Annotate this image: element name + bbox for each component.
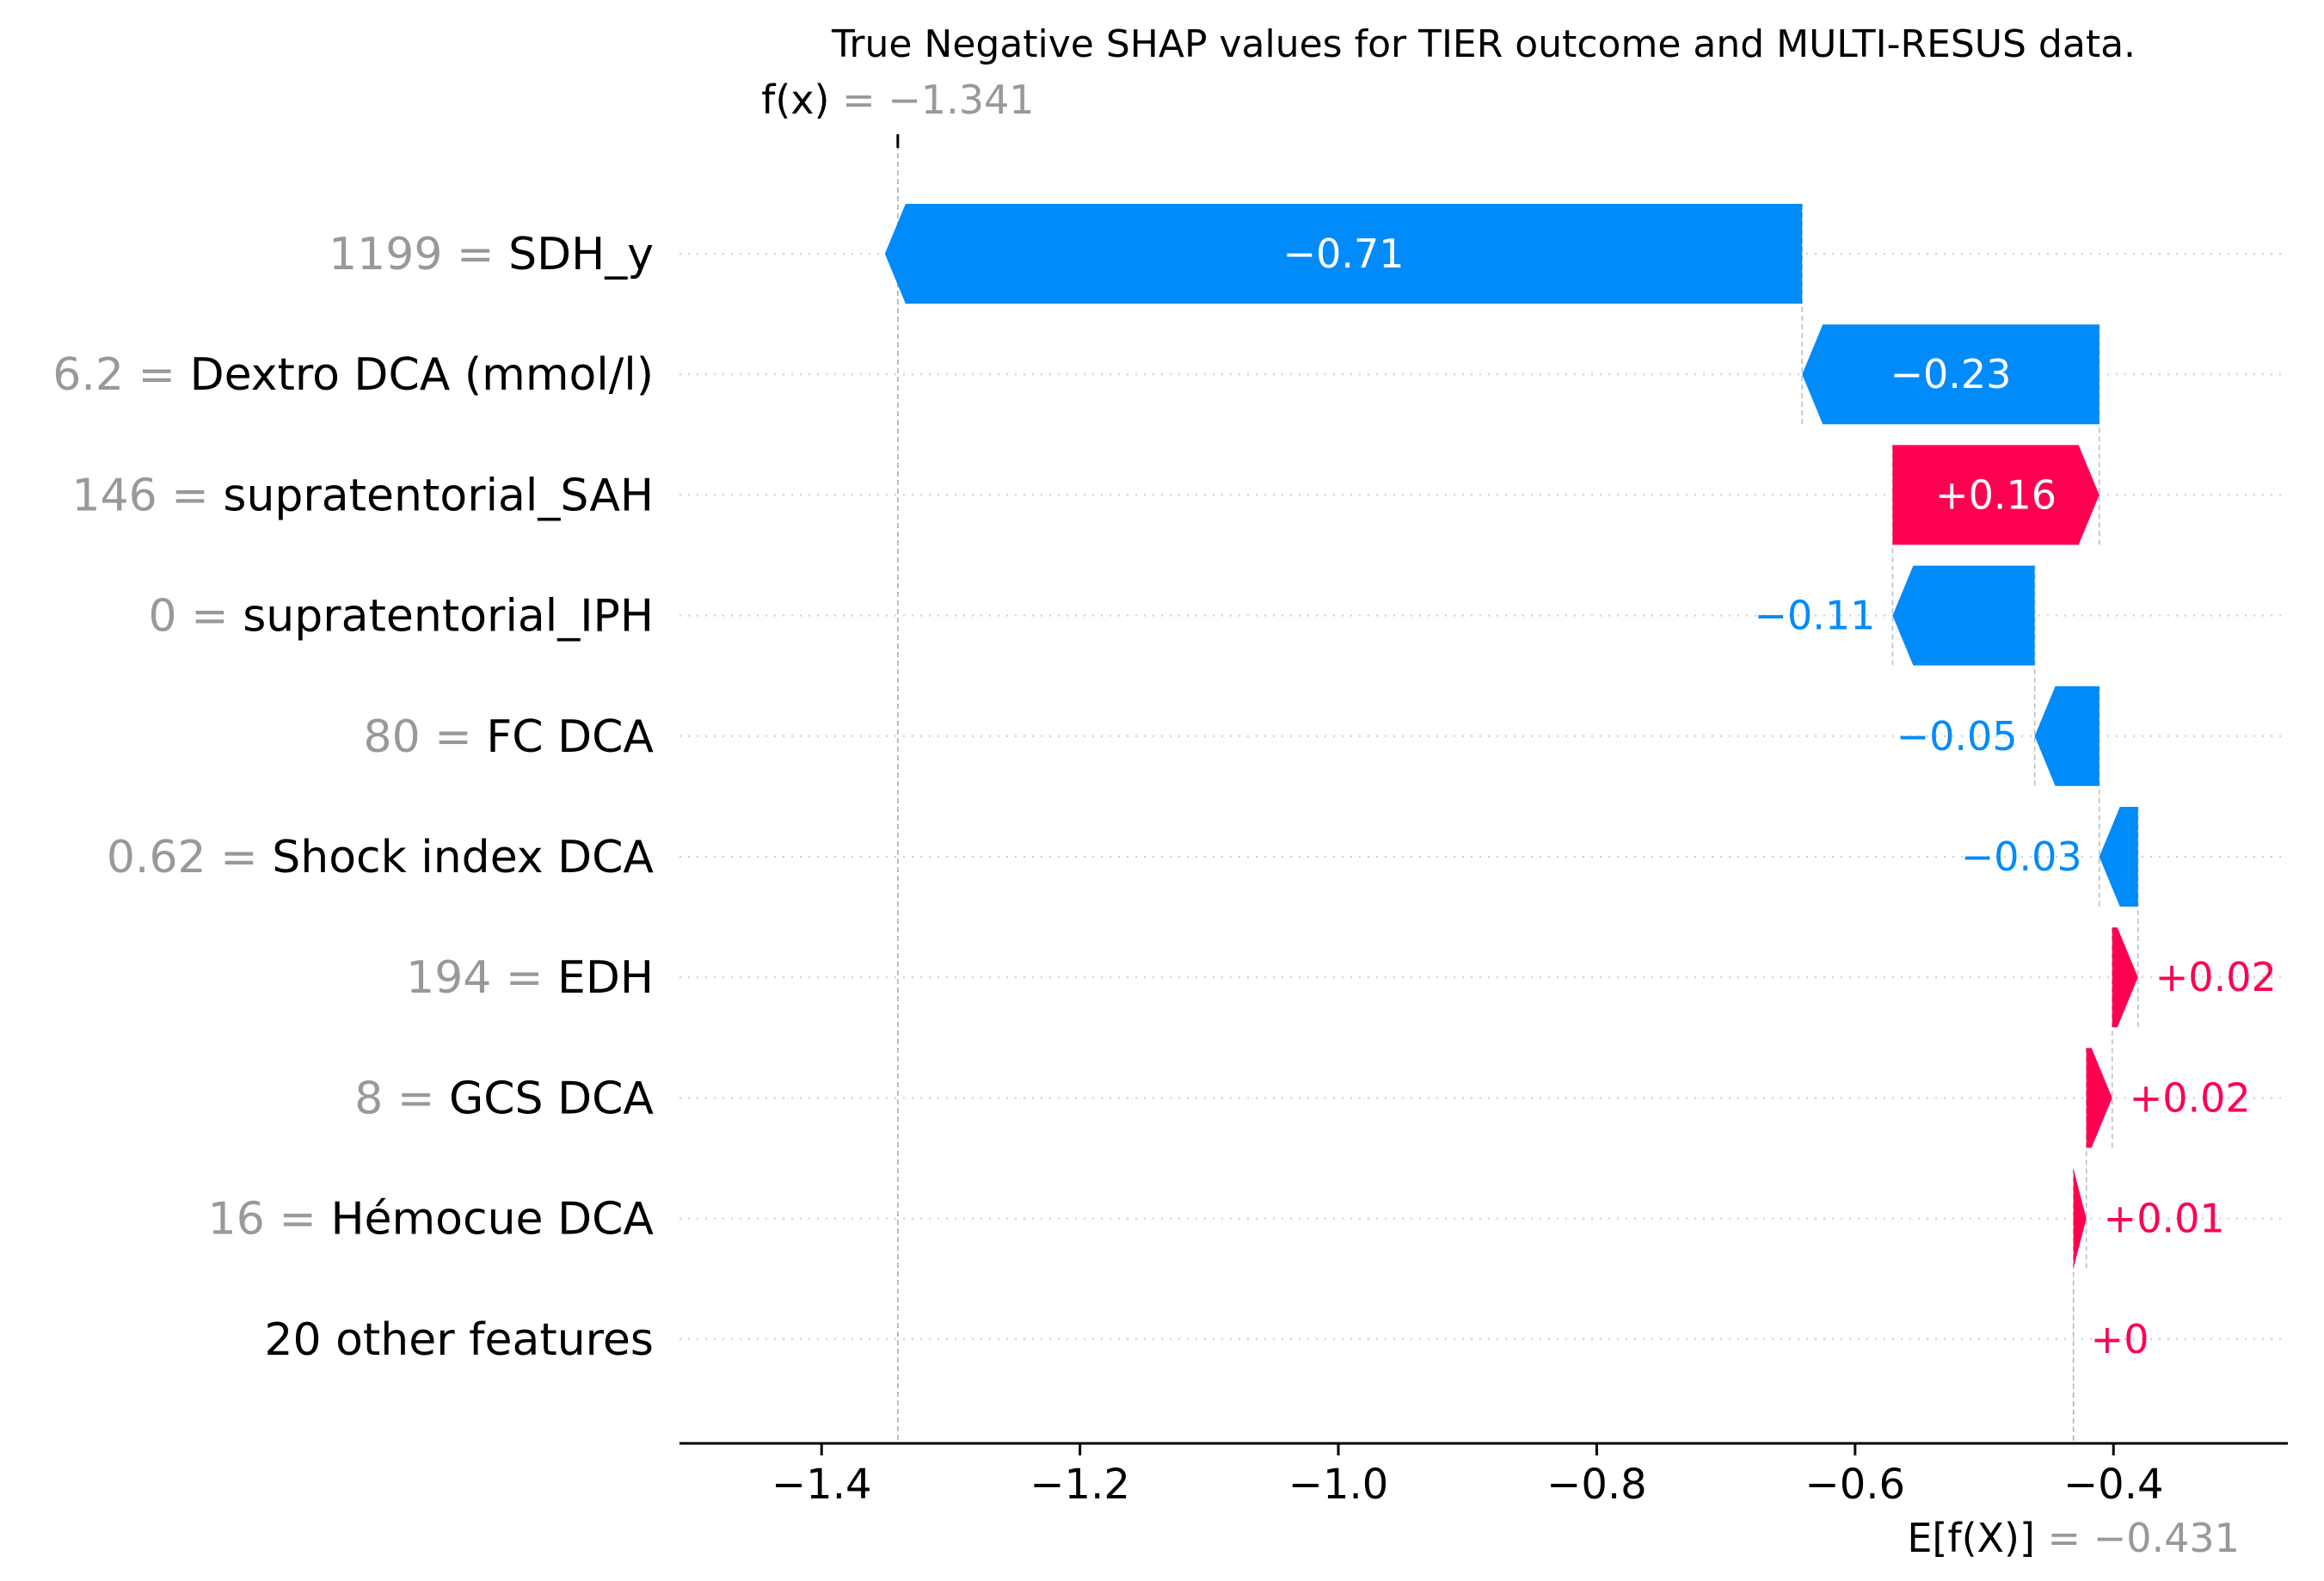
feature-value: 1199 = (329, 229, 508, 280)
bar-negative (1802, 324, 2100, 425)
feature-label: 20 other features (264, 1314, 654, 1366)
x-tick-label: −1.0 (1288, 1461, 1389, 1509)
feature-name: 20 other features (264, 1314, 654, 1366)
feature-value: 16 = (208, 1194, 331, 1246)
bar-positive (2086, 1048, 2112, 1148)
feature-name: Dextro DCA (mmol/l) (190, 349, 654, 401)
feature-value: 146 = (71, 470, 223, 521)
base-label: E[f(X)] (1907, 1515, 2047, 1561)
feature-label: 0 = supratentorial_IPH (149, 591, 655, 643)
feature-value: 8 = (354, 1073, 449, 1124)
x-tick-label: −0.4 (2063, 1461, 2164, 1509)
annotations: f(x) = −1.341 E[f(X)] = −0.431 (761, 77, 2240, 1561)
fx-value: = −1.341 (842, 77, 1034, 123)
feature-name: supratentorial_SAH (223, 470, 654, 521)
feature-name: Shock index DCA (272, 832, 654, 883)
fx-label: f(x) (761, 77, 842, 123)
bar-value-label: +0.02 (2155, 954, 2277, 1000)
bar-value-label: −0.71 (1283, 231, 1405, 277)
feature-name: Hémocue DCA (330, 1194, 654, 1246)
feature-name: SDH_y (508, 229, 654, 280)
x-tick-label: −1.4 (772, 1461, 872, 1509)
feature-labels: −0.71 1199 = SDH_y −0.23 6.2 = Dextro DCA (… (52, 229, 2277, 1366)
x-tick-label: −1.2 (1030, 1461, 1130, 1509)
bar-value-label: +0.02 (2130, 1074, 2251, 1121)
feature-label: 16 = Hémocue DCA (208, 1194, 655, 1246)
feature-label: 1199 = SDH_y (329, 229, 654, 280)
bar-positive (2112, 927, 2138, 1028)
bar-value-label: −0.05 (1897, 713, 2018, 760)
feature-value: 0.62 = (107, 832, 272, 883)
bar-value-label: −0.23 (1890, 351, 2011, 397)
base-value: = −0.431 (2048, 1515, 2240, 1561)
bar-negative (884, 204, 1803, 304)
bar-positive (2073, 1168, 2087, 1269)
x-tick-label: −0.6 (1805, 1461, 1906, 1509)
feature-label: 0.62 = Shock index DCA (107, 832, 655, 883)
bar-negative (1892, 565, 2035, 666)
feature-value: 6.2 = (52, 349, 189, 401)
feature-name: FC DCA (486, 711, 654, 763)
bars (884, 204, 2138, 1269)
feature-label: 194 = EDH (406, 952, 654, 1004)
bar-value-label: −0.03 (1961, 834, 2082, 880)
chart-title: True Negative SHAP values for TIER outco… (831, 22, 2136, 66)
feature-name: GCS DCA (449, 1073, 654, 1124)
feature-label: 6.2 = Dextro DCA (mmol/l) (52, 349, 654, 401)
bar-value-label: +0.01 (2104, 1196, 2225, 1242)
x-axis: −1.4 −1.2 −1.0 −0.8 −0.6 −0.4 (679, 1442, 2288, 1509)
feature-value: 0 = (149, 591, 243, 643)
feature-label: 8 = GCS DCA (354, 1073, 654, 1124)
feature-value: 80 = (364, 711, 487, 763)
base-value-annotation: E[f(X)] = −0.431 (1907, 1515, 2240, 1561)
bar-value-label: +0.16 (1935, 471, 2057, 518)
bar-positive (1892, 445, 2100, 545)
bar-negative (2034, 686, 2100, 786)
feature-value: 194 = (406, 952, 557, 1004)
feature-label: 146 = supratentorial_SAH (71, 470, 654, 521)
bar-value-label: +0 (2091, 1316, 2149, 1363)
feature-name: supratentorial_IPH (243, 591, 654, 643)
bar-value-label: −0.11 (1754, 593, 1875, 639)
feature-name: EDH (557, 952, 654, 1004)
fx-annotation: f(x) = −1.341 (761, 77, 1034, 123)
x-tick-label: −0.8 (1546, 1461, 1647, 1509)
bar-negative (2099, 807, 2138, 907)
feature-label: 80 = FC DCA (364, 711, 655, 763)
